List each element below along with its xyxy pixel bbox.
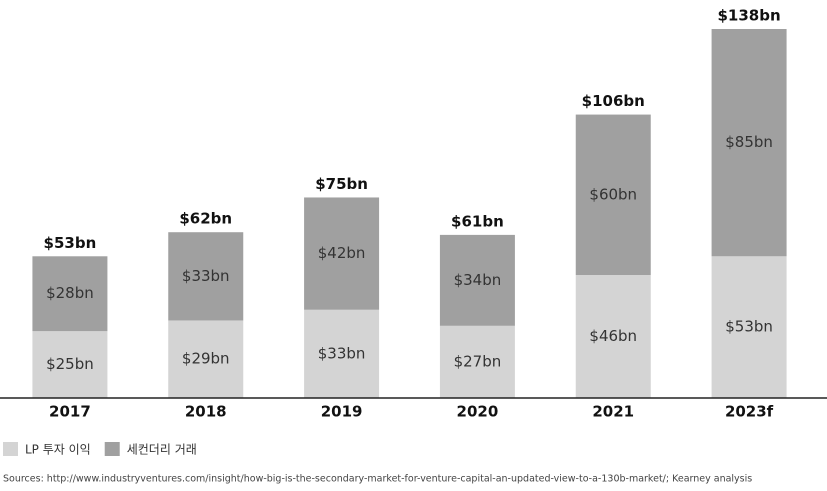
legend-swatch [104,442,120,456]
bar-segment [711,256,787,398]
segment-label: $33bn [318,344,366,362]
segment-label: $33bn [182,267,230,285]
segment-label: $27bn [454,352,502,370]
bar-segment [32,331,108,398]
bar-segment [575,114,651,275]
total-label: $61bn [451,212,504,230]
legend-label: LP 투자 이익 [25,443,91,457]
x-tick-label: 2018 [185,403,227,421]
segment-label: $53bn [725,318,773,336]
segment-label: $46bn [589,327,637,345]
x-tick-label: 2017 [49,403,91,421]
bar-segment [304,309,380,398]
bar-segment [439,234,515,326]
segment-label: $29bn [182,350,230,368]
segment-label: $28bn [46,284,94,302]
x-tick-label: 2020 [457,403,499,421]
segment-label: $60bn [589,185,637,203]
x-tick-label: 2019 [321,403,363,421]
segment-label: $85bn [725,133,773,151]
total-label: $106bn [582,92,645,110]
x-tick-label: 2021 [592,403,634,421]
total-label: $62bn [179,210,232,228]
total-label: $53bn [44,234,97,252]
bar-segment [711,29,787,257]
legend-label: 세컨더리 거래 [127,443,197,457]
bar-segment [575,275,651,398]
x-tick-label: 2023f [725,403,774,421]
bar-segment [168,320,244,398]
segment-label: $42bn [318,244,366,262]
bar-segment [304,197,380,310]
total-label: $138bn [717,7,780,25]
segment-label: $34bn [454,271,502,289]
bar-segment [168,232,244,321]
legend-swatch [3,442,18,456]
bar-segment [439,325,515,398]
segment-label: $25bn [46,355,94,373]
bar-segment [32,256,108,332]
source-note: Sources: http://www.industryventures.com… [3,474,752,485]
total-label: $75bn [315,175,368,193]
